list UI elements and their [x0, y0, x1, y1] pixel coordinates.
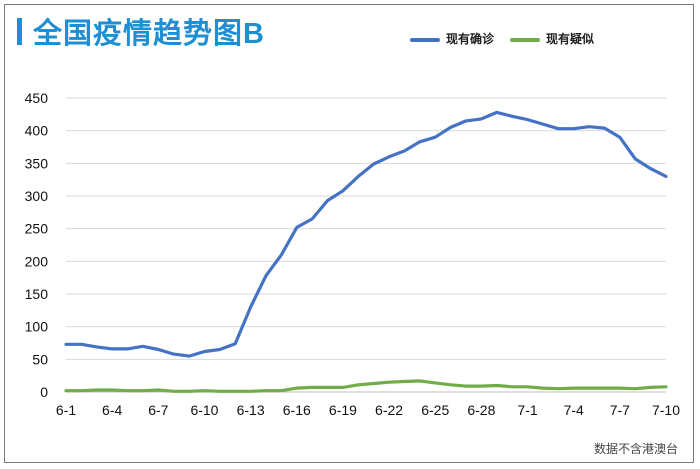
x-tick-label: 7-4: [564, 402, 584, 418]
y-tick-label: 300: [25, 188, 49, 204]
series-line-suspected: [64, 379, 668, 393]
y-tick-label: 250: [25, 221, 49, 237]
x-tick-label: 6-25: [421, 402, 449, 418]
legend-item-suspected: 现有疑似: [510, 30, 594, 47]
x-tick-label: 6-19: [329, 402, 357, 418]
legend-swatch-suspected: [510, 37, 540, 42]
x-tick-label: 6-10: [190, 402, 218, 418]
x-tick-label: 6-13: [237, 402, 265, 418]
y-tick-label: 0: [40, 384, 48, 400]
y-tick-label: 50: [32, 351, 48, 367]
series-line-confirmed: [64, 110, 668, 358]
y-tick-label: 200: [25, 253, 49, 269]
x-tick-label: 7-7: [610, 402, 630, 418]
x-tick-label: 6-4: [102, 402, 122, 418]
legend-swatch-confirmed: [410, 37, 440, 42]
y-tick-label: 150: [25, 286, 49, 302]
y-tick-label: 350: [25, 155, 49, 171]
y-tick-label: 100: [25, 319, 49, 335]
chart-title: 全国疫情趋势图B: [33, 18, 265, 50]
y-tick-label: 450: [25, 90, 49, 106]
x-tick-label: 7-10: [652, 402, 680, 418]
x-tick-label: 6-22: [375, 402, 403, 418]
legend-label-suspected: 现有疑似: [546, 32, 595, 46]
footnote: 数据不含港澳台: [593, 442, 678, 456]
x-tick-label: 6-7: [148, 402, 168, 418]
legend-label-confirmed: 现有确诊: [446, 32, 495, 46]
x-tick-label: 6-28: [467, 402, 495, 418]
title-accent-bar: [17, 18, 22, 45]
y-tick-label: 400: [25, 123, 49, 139]
x-tick-label: 7-1: [517, 402, 537, 418]
x-tick-label: 6-1: [56, 402, 76, 418]
x-tick-label: 6-16: [283, 402, 311, 418]
legend-item-confirmed: 现有确诊: [410, 30, 494, 47]
